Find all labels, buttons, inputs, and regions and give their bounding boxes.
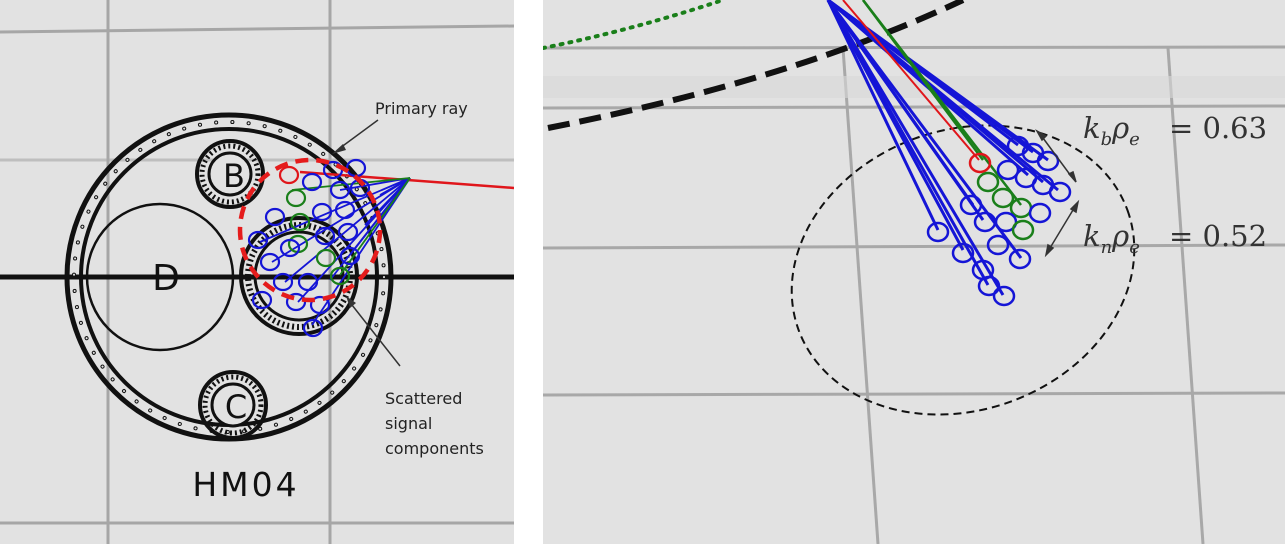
b-circle	[195, 139, 265, 209]
primary-ray-label: Primary ray	[375, 99, 468, 118]
green-fan-right	[862, 0, 1022, 206]
dashed-ellipse	[790, 124, 1136, 416]
d-circle	[85, 202, 235, 352]
scatter-label-line-3: components	[385, 439, 484, 458]
red-dashed-circle	[237, 157, 383, 303]
kb-value: = 0.63	[1169, 111, 1267, 145]
left-diagram: D B C	[0, 0, 514, 544]
kb-symbol: kbρe	[1083, 111, 1140, 150]
b-label: B	[223, 157, 245, 195]
hm04-label: HM04	[192, 465, 299, 504]
right-grid	[543, 45, 1285, 544]
scatter-label-line-2: signal	[385, 414, 432, 433]
c-circle	[198, 370, 268, 440]
green-dotted-arc	[543, 0, 725, 50]
primary-ray-right	[842, 0, 980, 161]
left-grid	[0, 0, 514, 544]
kn-arrow	[1044, 199, 1080, 258]
right-diagram: kbρe = 0.63 knρe = 0.52	[543, 0, 1285, 544]
left-background	[0, 0, 514, 544]
d-label: D	[152, 258, 180, 299]
kb-equation: kbρe = 0.63	[1083, 111, 1267, 150]
scatter-arrow	[346, 296, 401, 367]
right-panel: kbρe = 0.63 knρe = 0.52	[543, 0, 1285, 544]
black-dashed-arc	[547, 0, 965, 131]
primary-ray-arrow	[332, 119, 379, 154]
c-label: C	[225, 388, 247, 426]
kn-value: = 0.52	[1169, 219, 1267, 253]
left-panel: D B C	[0, 0, 514, 544]
scatter-ellipses-right	[926, 135, 1072, 307]
kb-arrow	[1035, 129, 1077, 183]
right-band	[543, 76, 1285, 98]
scatter-label-line-1: Scattered	[385, 389, 462, 408]
scatter-ellipses-left	[247, 158, 371, 338]
